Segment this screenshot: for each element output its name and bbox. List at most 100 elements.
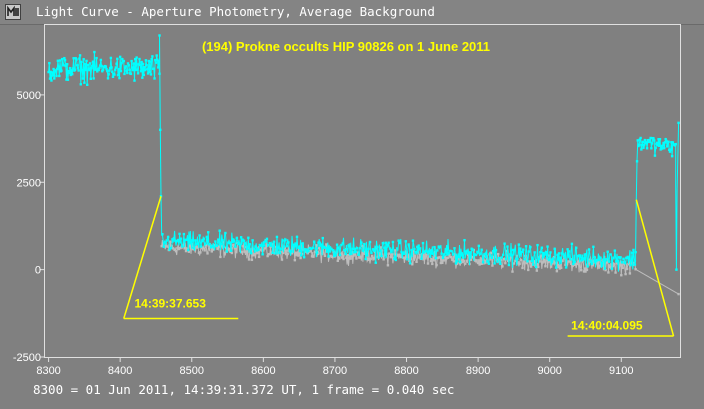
comparison-point bbox=[398, 253, 401, 256]
target-point bbox=[66, 78, 70, 81]
target-point bbox=[249, 251, 253, 255]
target-point bbox=[162, 245, 166, 248]
target-point bbox=[322, 245, 326, 249]
target-point bbox=[586, 265, 589, 268]
target-point bbox=[126, 62, 130, 65]
target-point bbox=[76, 66, 80, 70]
target-point bbox=[585, 253, 588, 256]
target-point bbox=[447, 252, 450, 255]
target-point bbox=[524, 245, 528, 248]
comparison-point bbox=[310, 255, 314, 258]
target-point bbox=[68, 66, 72, 70]
target-point bbox=[418, 247, 422, 250]
target-point bbox=[587, 248, 591, 251]
target-point bbox=[410, 248, 413, 252]
comparison-point bbox=[217, 245, 221, 248]
target-point bbox=[480, 248, 483, 251]
target-point bbox=[622, 257, 625, 261]
target-point bbox=[670, 141, 673, 144]
target-point bbox=[254, 245, 257, 248]
target-point bbox=[145, 64, 148, 67]
target-point bbox=[659, 148, 662, 151]
comparison-point bbox=[605, 261, 609, 264]
target-point bbox=[583, 253, 586, 256]
comparison-point bbox=[206, 252, 209, 255]
target-point bbox=[615, 260, 618, 263]
target-point bbox=[179, 237, 183, 240]
comparison-point bbox=[210, 250, 214, 253]
target-point bbox=[660, 144, 663, 148]
comparison-point bbox=[186, 247, 189, 250]
target-point bbox=[142, 73, 145, 77]
target-point bbox=[546, 245, 549, 248]
target-point bbox=[643, 144, 646, 147]
target-point bbox=[195, 242, 198, 245]
target-point bbox=[114, 66, 118, 69]
target-point bbox=[308, 246, 312, 250]
target-point bbox=[208, 242, 211, 246]
target-point bbox=[129, 72, 133, 76]
target-point bbox=[640, 143, 644, 147]
target-point bbox=[161, 232, 164, 236]
target-point bbox=[562, 253, 565, 256]
target-point bbox=[563, 256, 566, 259]
target-point bbox=[211, 244, 214, 248]
target-point bbox=[218, 229, 221, 232]
target-point bbox=[340, 243, 343, 247]
target-point bbox=[493, 262, 496, 265]
comparison-point bbox=[219, 255, 222, 259]
target-point bbox=[48, 61, 51, 65]
target-point bbox=[201, 239, 204, 243]
lightcurve-app-icon[interactable] bbox=[5, 4, 21, 20]
target-point bbox=[121, 57, 124, 61]
target-point bbox=[67, 69, 70, 73]
target-point bbox=[617, 256, 621, 259]
target-point bbox=[231, 240, 234, 244]
target-point bbox=[357, 253, 360, 256]
comparison-point bbox=[222, 240, 225, 244]
target-point bbox=[674, 142, 677, 146]
target-point bbox=[305, 248, 309, 251]
comparison-point bbox=[189, 244, 192, 248]
comparison-point bbox=[240, 250, 244, 254]
comparison-point bbox=[368, 257, 371, 261]
target-point bbox=[275, 235, 279, 239]
target-point bbox=[300, 254, 303, 257]
target-point bbox=[520, 250, 523, 254]
target-point bbox=[234, 245, 237, 248]
comparison-point bbox=[196, 246, 199, 249]
target-point bbox=[277, 246, 280, 249]
comparison-point bbox=[355, 257, 358, 260]
target-point bbox=[111, 70, 114, 74]
target-point bbox=[466, 249, 469, 252]
target-point bbox=[572, 262, 575, 266]
target-point bbox=[111, 75, 115, 78]
target-point bbox=[556, 253, 559, 257]
comparison-point bbox=[396, 254, 400, 257]
x-tick-label: 9000 bbox=[537, 365, 561, 377]
target-point bbox=[527, 250, 531, 253]
target-point bbox=[90, 66, 93, 70]
target-point bbox=[73, 68, 77, 71]
comparison-point bbox=[501, 265, 504, 268]
target-point bbox=[423, 251, 426, 254]
target-point bbox=[444, 251, 448, 254]
x-tick-label: 8300 bbox=[36, 365, 60, 377]
y-tick-label: 5000 bbox=[17, 90, 41, 102]
target-point bbox=[629, 263, 632, 267]
window-title: Light Curve - Aperture Photometry, Avera… bbox=[36, 4, 435, 19]
comparison-point bbox=[290, 252, 294, 255]
comparison-point bbox=[517, 261, 520, 264]
target-point bbox=[278, 251, 282, 255]
target-point bbox=[658, 144, 661, 148]
target-point bbox=[127, 64, 130, 67]
target-point bbox=[271, 251, 274, 255]
target-point bbox=[437, 245, 440, 248]
comparison-point bbox=[253, 252, 256, 255]
target-point bbox=[378, 249, 382, 252]
target-point bbox=[343, 248, 346, 252]
target-point bbox=[639, 136, 642, 140]
target-point bbox=[396, 247, 399, 250]
target-point bbox=[509, 253, 512, 256]
